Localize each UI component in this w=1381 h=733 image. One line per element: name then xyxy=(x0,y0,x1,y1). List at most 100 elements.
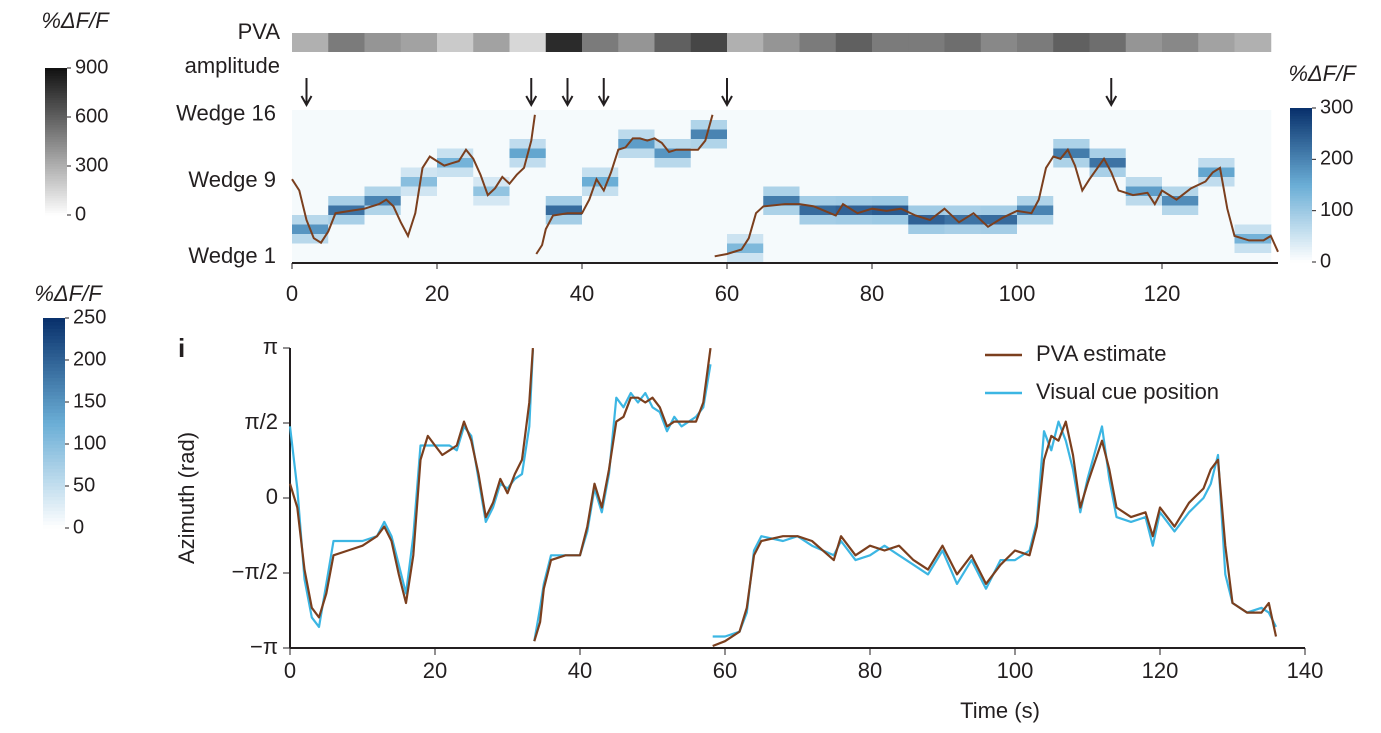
heatmap-cell xyxy=(292,252,329,263)
colorbar-cell xyxy=(1290,244,1312,248)
heatmap-cell xyxy=(364,224,402,234)
heatmap-cell xyxy=(473,129,510,139)
y-tick-label: Wedge 9 xyxy=(188,167,276,192)
heatmap-cell xyxy=(1162,119,1199,130)
heatmap-cell xyxy=(1053,148,1090,158)
heatmap-cell xyxy=(509,110,547,120)
colorbar-cell xyxy=(1290,167,1312,171)
x-tick-label: 20 xyxy=(425,281,449,306)
colorbar-cell xyxy=(45,207,67,211)
heatmap-cell xyxy=(908,148,945,158)
heatmap-cell xyxy=(1162,138,1199,149)
heatmap-cell xyxy=(654,252,692,263)
heatmap-cell xyxy=(582,233,619,244)
heatmap-cell xyxy=(1125,119,1163,130)
colorbar-cell xyxy=(43,465,65,469)
colorbar-cell xyxy=(1290,161,1312,165)
colorbar-cell xyxy=(45,131,67,135)
heatmap-cell xyxy=(473,205,510,215)
heatmap-cell xyxy=(835,224,873,234)
heatmap-cell xyxy=(437,224,474,234)
colorbar-cell xyxy=(43,321,65,326)
heatmap-cell xyxy=(763,186,800,196)
heatmap-cell xyxy=(944,205,982,215)
heatmap-cell xyxy=(292,176,329,187)
colorbar-cell xyxy=(43,489,65,494)
heatmap-cell xyxy=(582,148,619,158)
colorbar-title: %ΔF/F xyxy=(41,8,110,33)
colorbar-cell xyxy=(43,437,65,441)
heatmap-cell xyxy=(799,233,837,244)
amplitude-cell xyxy=(944,33,982,52)
heatmap-cell xyxy=(400,176,438,187)
heatmap-cell xyxy=(1089,119,1127,130)
colorbar-cell xyxy=(43,510,65,515)
heatmap-cell xyxy=(908,157,945,168)
heatmap-cell xyxy=(509,233,547,244)
colorbar-cell xyxy=(45,119,67,123)
heatmap-cell xyxy=(1089,243,1127,253)
colorbar-cell xyxy=(43,514,65,518)
heatmap-cell xyxy=(400,167,438,177)
legend-label: PVA estimate xyxy=(1036,341,1166,366)
colorbar-tick-label: 100 xyxy=(73,432,106,454)
x-tick-label: 80 xyxy=(858,658,882,683)
colorbar-cell xyxy=(43,451,65,455)
colorbar-cell xyxy=(43,353,65,357)
heatmap-cell xyxy=(1198,148,1235,158)
colorbar-cell xyxy=(43,461,65,466)
heatmap-cell xyxy=(400,119,438,130)
colorbar-cell xyxy=(45,146,67,150)
heatmap-cell xyxy=(582,195,619,206)
colorbar-cell xyxy=(43,517,65,522)
heatmap-cell xyxy=(1053,176,1090,187)
colorbar-cell xyxy=(45,210,67,214)
colorbar-cell xyxy=(1290,231,1312,235)
heatmap-cell xyxy=(872,119,909,130)
heatmap-cell xyxy=(545,129,583,139)
heatmap-cell xyxy=(328,176,365,187)
heatmap-cell xyxy=(437,110,474,120)
heatmap-cell xyxy=(509,214,547,225)
colorbar-cell xyxy=(43,479,65,483)
heatmap-cell xyxy=(1017,252,1054,263)
heatmap-cell xyxy=(509,119,547,130)
colorbar-tick-label: 600 xyxy=(75,105,108,127)
colorbar-cell xyxy=(1290,108,1312,112)
heatmap-cell xyxy=(1234,186,1272,196)
heatmap-cell xyxy=(654,224,692,234)
heatmap-cell xyxy=(437,138,474,149)
colorbar-cell xyxy=(1290,179,1312,183)
colorbar-cell xyxy=(1290,246,1312,250)
heatmap-cell xyxy=(618,157,655,168)
heatmap-cell xyxy=(908,224,945,234)
heatmap-cell xyxy=(400,157,438,168)
heatmap-cell xyxy=(763,119,800,130)
heatmap-cell xyxy=(1053,224,1090,234)
heatmap-cell xyxy=(400,233,438,244)
heatmap-cell xyxy=(690,157,728,168)
heatmap-cell xyxy=(1198,195,1235,206)
heatmap-cell xyxy=(1089,110,1127,120)
colorbar-cell xyxy=(45,99,67,103)
heatmap-cell xyxy=(908,129,945,139)
heatmap-cell xyxy=(1053,214,1090,225)
heatmap-cell xyxy=(292,186,329,196)
heatmap-cell xyxy=(944,186,982,196)
heatmap-cell xyxy=(908,243,945,253)
heatmap-cell xyxy=(1198,252,1235,263)
heatmap-cell xyxy=(364,252,402,263)
heatmap-cell xyxy=(690,138,728,149)
arrow xyxy=(561,78,574,108)
heatmap-cell xyxy=(980,224,1018,234)
heatmap-cell xyxy=(1162,205,1199,215)
heatmap-cell xyxy=(727,176,764,187)
heatmap-cell xyxy=(1125,205,1163,215)
colorbar-cell xyxy=(43,367,65,371)
colorbar-cell xyxy=(45,168,67,172)
arrow xyxy=(597,78,610,108)
heatmap-cell xyxy=(727,119,764,130)
heatmap-cell xyxy=(1234,110,1272,120)
colorbar-cell xyxy=(1290,256,1312,260)
heatmap-cell xyxy=(1089,138,1127,149)
